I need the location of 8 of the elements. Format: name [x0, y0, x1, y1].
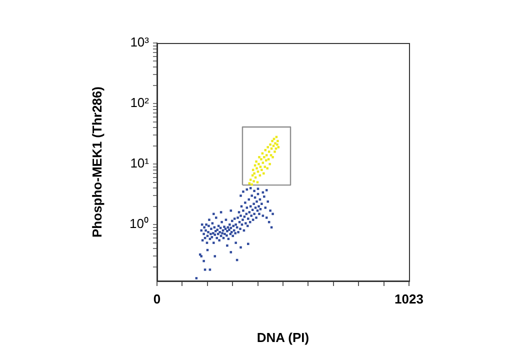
y-axis-title: Phospho-MEK1 (Thr286) — [89, 86, 104, 238]
y-tick-label: 10¹ — [130, 156, 150, 171]
x-tick-label: 0 — [153, 291, 161, 306]
y-tick-label: 10⁰ — [130, 216, 149, 232]
y-tick-label: 10³ — [130, 34, 150, 50]
y-tick-label: 10² — [130, 95, 150, 110]
x-axis-title: DNA (PI) — [256, 330, 310, 345]
x-tick-label: 1023 — [394, 291, 424, 306]
